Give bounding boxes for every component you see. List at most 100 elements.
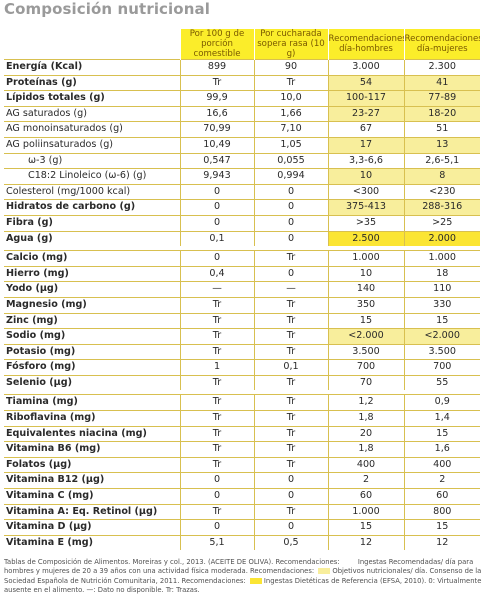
value-rec-men: 1,8: [327, 441, 404, 458]
value-rec-women: 2: [403, 472, 480, 489]
footnote-legend3: Ingestas Dietéticas de Referencia: [263, 576, 378, 585]
table-row: Riboflavina (mg) Tr Tr 1,8 1,4: [4, 410, 480, 427]
value-rec-men: 54: [327, 74, 404, 91]
value-per-spoon: Tr: [253, 328, 328, 345]
value-rec-women: <2.000: [403, 328, 480, 345]
nutrient-label: Yodo (µg): [4, 281, 180, 298]
value-rec-men: <2.000: [327, 328, 404, 345]
value-per-100g: 0: [179, 519, 254, 536]
value-per-spoon: Tr: [253, 343, 328, 360]
header-per-100g: Por 100 g de porción comestible: [179, 29, 254, 60]
value-rec-women: 77-89: [403, 90, 480, 107]
value-rec-women: 1.000: [403, 250, 480, 267]
value-per-spoon: Tr: [253, 296, 328, 313]
value-per-100g: Tr: [179, 328, 254, 345]
table-row: Fibra (g) 0 0 >35 >25: [4, 214, 480, 232]
table-header-row: Por 100 g de porción comestible Por cuch…: [4, 29, 480, 60]
value-per-spoon: 0: [253, 183, 328, 200]
value-per-100g: Tr: [179, 456, 254, 473]
value-rec-women: 400: [403, 456, 480, 473]
legend-swatch-light: [318, 568, 331, 575]
value-rec-men: 1,2: [327, 394, 404, 411]
value-rec-women: 8: [403, 168, 480, 185]
nutrient-label: Hierro (mg): [4, 265, 180, 282]
value-per-100g: 0,547: [179, 152, 254, 169]
value-per-100g: 5,1: [179, 534, 254, 551]
value-rec-men: 375-413: [327, 199, 404, 216]
value-per-100g: 99,9: [179, 90, 254, 107]
value-per-100g: Tr: [179, 296, 254, 313]
nutrient-label: Hidratos de carbono (g): [4, 199, 180, 216]
value-rec-men: 700: [327, 359, 404, 376]
value-rec-women: 1,4: [403, 410, 480, 427]
table-body: Energía (Kcal) 899 90 3.000 2.300 Proteínas (…: [4, 59, 480, 551]
nutrition-table: Por 100 g de porción comestible Por cuch…: [4, 29, 480, 551]
value-per-100g: Tr: [179, 425, 254, 442]
value-per-spoon: Tr: [253, 374, 328, 391]
header-blank: [4, 29, 180, 60]
value-per-spoon: 0,994: [253, 168, 328, 185]
nutrient-label: AG poliinsaturados (g): [4, 136, 180, 154]
value-per-spoon: 7,10: [253, 121, 328, 138]
value-rec-men: 70: [327, 374, 404, 391]
nutrient-label: Tiamina (mg): [4, 394, 180, 411]
nutrient-label: Calcio (mg): [4, 250, 180, 267]
table-row: Vitamina D (µg) 0 0 15 15: [4, 519, 480, 536]
value-per-spoon: 0: [253, 519, 328, 536]
table-row: Vitamina A: Eq. Retinol (µg) Tr Tr 1.000 800: [4, 503, 480, 520]
value-per-spoon: 0,055: [253, 152, 328, 169]
nutrient-label: Folatos (µg): [4, 456, 180, 473]
value-per-100g: 16,6: [179, 105, 254, 122]
value-rec-men: 17: [327, 136, 404, 154]
value-rec-women: 15: [403, 519, 480, 536]
value-per-100g: Tr: [179, 343, 254, 360]
value-rec-men: 3.000: [327, 59, 404, 76]
header-per-spoon: Por cucharada sopera rasa (10 g): [253, 29, 328, 60]
value-per-100g: Tr: [179, 394, 254, 411]
value-per-spoon: 0: [253, 472, 328, 489]
value-per-100g: 0: [179, 472, 254, 489]
table-row: Vitamina C (mg) 0 0 60 60: [4, 488, 480, 505]
nutrient-label: Vitamina E (mg): [4, 534, 180, 551]
nutrient-label: Fósforo (mg): [4, 359, 180, 376]
value-rec-women: 1,6: [403, 441, 480, 458]
table-row: AG poliinsaturados (g) 10,49 1,05 17 13: [4, 136, 480, 154]
value-rec-men: 10: [327, 265, 404, 282]
value-rec-men: 140: [327, 281, 404, 298]
value-per-spoon: Tr: [253, 425, 328, 442]
table-row: C18:2 Linoleico (ω-6) (g) 9,943 0,994 10 8: [4, 168, 480, 185]
nutrient-label: AG saturados (g): [4, 105, 180, 122]
nutrient-label: Vitamina C (mg): [4, 488, 180, 505]
legend-swatch-strong: [249, 577, 262, 584]
value-rec-men: 1.000: [327, 250, 404, 267]
value-rec-women: 288-316: [403, 199, 480, 216]
table-row: Hidratos de carbono (g) 0 0 375-413 288-316: [4, 199, 480, 216]
value-per-spoon: Tr: [253, 312, 328, 329]
value-per-100g: 0: [179, 214, 254, 232]
value-per-100g: 0,1: [179, 230, 254, 247]
value-per-100g: 0: [179, 250, 254, 267]
value-rec-men: 20: [327, 425, 404, 442]
nutrient-label: Vitamina D (µg): [4, 519, 180, 536]
table-row: Energía (Kcal) 899 90 3.000 2.300: [4, 59, 480, 76]
value-rec-men: 400: [327, 456, 404, 473]
value-rec-men: 60: [327, 488, 404, 505]
footnote-line2: día para hombres y mujeres de 20 a 39 añ…: [4, 558, 474, 576]
value-rec-women: 110: [403, 281, 480, 298]
value-rec-women: >25: [403, 214, 480, 232]
value-rec-men: 2.500: [327, 230, 404, 247]
table-row: Yodo (µg) — —140 110: [4, 281, 480, 298]
footnote-legend1: Ingestas Recomendadas/: [357, 558, 444, 566]
nutrient-label: Equivalentes niacina (mg): [4, 425, 180, 442]
value-rec-women: 13: [403, 136, 480, 154]
value-per-spoon: 1,66: [253, 105, 328, 122]
value-per-spoon: 0: [253, 265, 328, 282]
footnote-legend2: Objetivos nutricionales/: [332, 567, 413, 576]
value-per-spoon: Tr: [253, 441, 328, 458]
value-per-spoon: 1,05: [253, 136, 328, 154]
nutrient-label: Magnesio (mg): [4, 296, 180, 313]
value-per-100g: 899: [179, 59, 254, 76]
value-rec-women: 2.300: [403, 59, 480, 76]
value-rec-men: 23-27: [327, 105, 404, 122]
